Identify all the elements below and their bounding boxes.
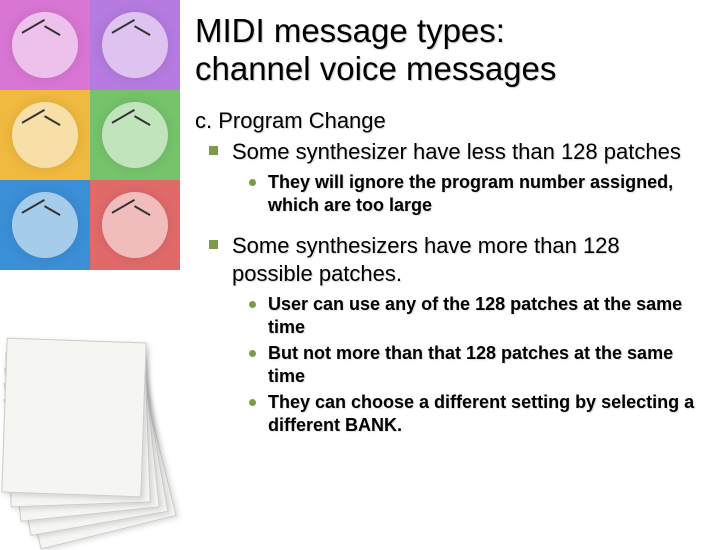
slide-content: MIDI message types: channel voice messag… xyxy=(195,12,705,440)
sub-bullet-item: User can use any of the 128 patches at t… xyxy=(195,293,705,338)
clock-tile xyxy=(0,90,90,180)
title-line: MIDI message types: xyxy=(195,12,505,49)
clock-tile xyxy=(90,90,180,180)
circle-bullet-icon xyxy=(249,301,256,308)
clock-tile xyxy=(90,180,180,270)
sub-bullet-item: They will ignore the program number assi… xyxy=(195,171,705,216)
sub-bullet-text: User can use any of the 128 patches at t… xyxy=(268,293,705,338)
sub-bullet-item: They can choose a different setting by s… xyxy=(195,391,705,436)
bullet-item: Some synthesizer have less than 128 patc… xyxy=(195,138,705,166)
clock-tile xyxy=(0,180,90,270)
square-bullet-icon xyxy=(209,146,218,155)
slide-title: MIDI message types: channel voice messag… xyxy=(195,12,705,88)
sub-bullet-text: But not more than that 128 patches at th… xyxy=(268,342,705,387)
bullet-text: Some synthesizers have more than 128 pos… xyxy=(232,232,705,287)
clock-tile xyxy=(0,0,90,90)
section-heading: c. Program Change xyxy=(195,108,705,134)
bullet-text: Some synthesizer have less than 128 patc… xyxy=(232,138,681,166)
paper-stack-image xyxy=(0,330,190,550)
sub-bullet-text: They can choose a different setting by s… xyxy=(268,391,705,436)
title-line: channel voice messages xyxy=(195,50,556,87)
sub-bullet-text: They will ignore the program number assi… xyxy=(268,171,705,216)
circle-bullet-icon xyxy=(249,399,256,406)
sub-bullet-item: But not more than that 128 patches at th… xyxy=(195,342,705,387)
square-bullet-icon xyxy=(209,240,218,249)
decorative-sidebar xyxy=(0,0,180,540)
circle-bullet-icon xyxy=(249,179,256,186)
circle-bullet-icon xyxy=(249,350,256,357)
bullet-item: Some synthesizers have more than 128 pos… xyxy=(195,232,705,287)
clock-tile xyxy=(90,0,180,90)
